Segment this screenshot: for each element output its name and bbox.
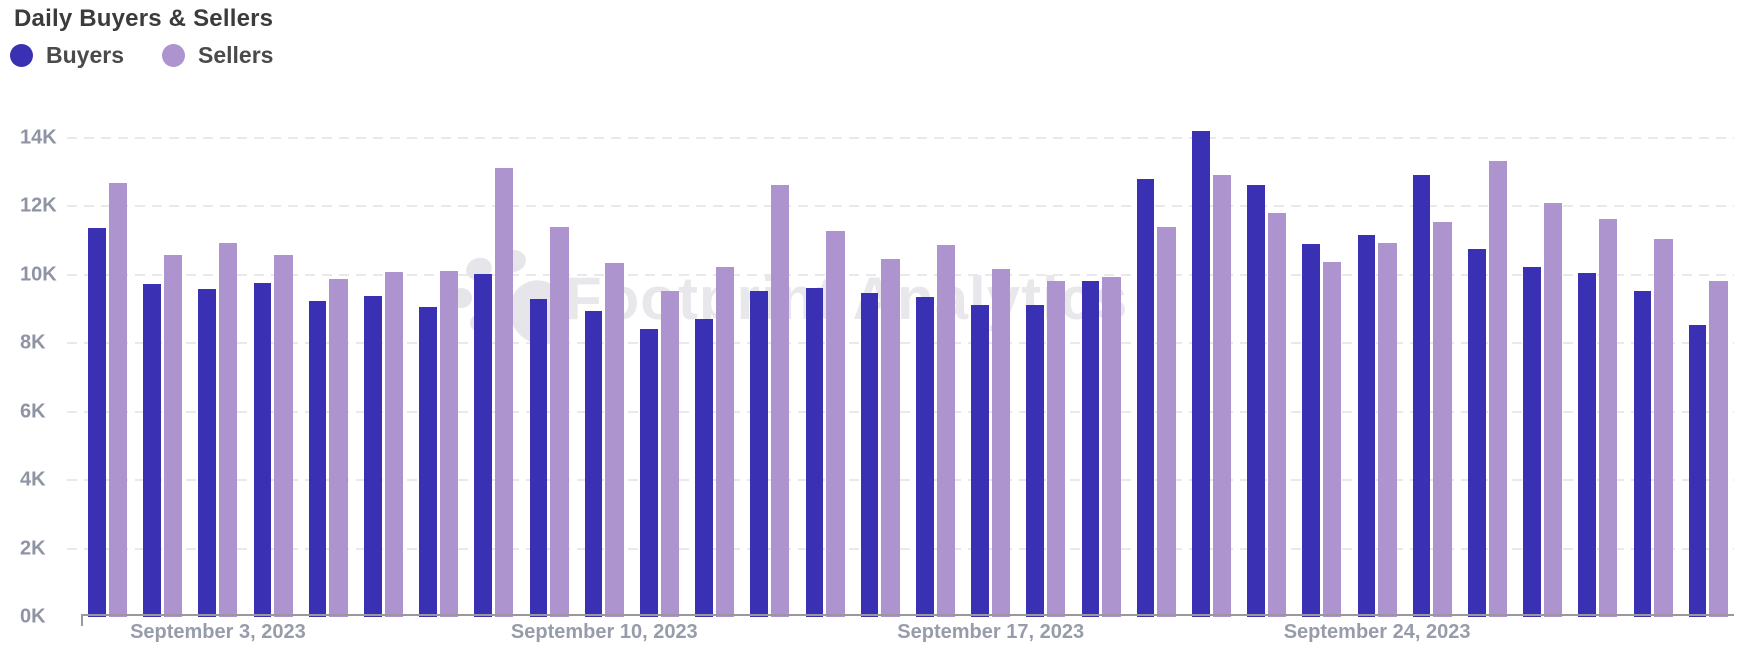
gridline-6K bbox=[67, 410, 1734, 413]
bar-buyers-2023-09-25[interactable] bbox=[1412, 174, 1431, 617]
bar-buyers-2023-09-18[interactable] bbox=[1026, 304, 1044, 617]
bar-sellers-2023-09-23[interactable] bbox=[1322, 261, 1342, 617]
sellers-series-dot-icon bbox=[161, 44, 185, 67]
bar-buyers-2023-09-17[interactable] bbox=[971, 304, 989, 617]
bar-buyers-2023-09-29[interactable] bbox=[1633, 290, 1652, 617]
legend-item-buyers[interactable]: Buyers bbox=[10, 42, 124, 69]
bar-sellers-2023-09-03[interactable] bbox=[218, 243, 238, 617]
bar-sellers-2023-09-06[interactable] bbox=[384, 272, 403, 617]
bar-buyers-2023-09-15[interactable] bbox=[860, 292, 879, 617]
buyers-series-dot-icon bbox=[10, 44, 33, 67]
bar-sellers-2023-09-12[interactable] bbox=[715, 266, 735, 617]
x-axis-label-september-10-2023: September 10, 2023 bbox=[510, 621, 698, 643]
bar-sellers-2023-09-14[interactable] bbox=[826, 231, 845, 617]
bar-sellers-2023-09-30[interactable] bbox=[1709, 281, 1728, 617]
bar-buyers-2023-09-05[interactable] bbox=[308, 300, 327, 617]
legend-label-sellers: Sellers bbox=[197, 42, 274, 68]
bar-sellers-2023-09-16[interactable] bbox=[936, 245, 955, 617]
bar-buyers-2023-09-06[interactable] bbox=[364, 296, 382, 617]
bar-buyers-2023-09-22[interactable] bbox=[1247, 184, 1265, 617]
bar-buyers-2023-09-11[interactable] bbox=[640, 328, 658, 617]
bar-buyers-2023-09-03[interactable] bbox=[198, 288, 216, 617]
bar-sellers-2023-09-08[interactable] bbox=[494, 168, 514, 617]
bar-buyers-2023-09-23[interactable] bbox=[1302, 244, 1320, 617]
gridline-14K bbox=[67, 136, 1734, 139]
bar-sellers-2023-09-18[interactable] bbox=[1046, 281, 1066, 617]
bar-buyers-2023-09-27[interactable] bbox=[1523, 266, 1541, 617]
gridline-8K bbox=[67, 342, 1734, 345]
y-axis-label-12K: 12K bbox=[20, 194, 57, 217]
bar-sellers-2023-09-10[interactable] bbox=[605, 262, 624, 617]
bar-sellers-2023-09-02[interactable] bbox=[163, 255, 183, 617]
bar-sellers-2023-09-09[interactable] bbox=[550, 226, 569, 617]
chart-legend: Buyers Sellers bbox=[10, 42, 273, 69]
gridline-12K bbox=[67, 205, 1734, 208]
bar-buyers-2023-09-14[interactable] bbox=[805, 287, 824, 617]
bar-sellers-2023-09-05[interactable] bbox=[329, 278, 348, 617]
x-axis-tick bbox=[81, 614, 83, 626]
bar-sellers-2023-09-07[interactable] bbox=[439, 271, 459, 617]
bar-buyers-2023-09-02[interactable] bbox=[143, 284, 161, 617]
bar-buyers-2023-09-30[interactable] bbox=[1688, 324, 1707, 617]
bar-sellers-2023-09-01[interactable] bbox=[108, 182, 127, 617]
bar-buyers-2023-09-28[interactable] bbox=[1578, 273, 1596, 617]
gridline-10K bbox=[67, 273, 1734, 276]
bar-buyers-2023-09-04[interactable] bbox=[253, 283, 272, 617]
bar-sellers-2023-09-13[interactable] bbox=[770, 184, 790, 617]
x-axis-line bbox=[82, 614, 1734, 616]
y-axis-label-10K: 10K bbox=[20, 263, 57, 286]
y-axis-label-0K: 0K bbox=[20, 605, 46, 628]
x-axis-label-september-24-2023: September 24, 2023 bbox=[1283, 621, 1471, 643]
bar-buyers-2023-09-07[interactable] bbox=[419, 307, 437, 617]
bar-buyers-2023-09-01[interactable] bbox=[88, 227, 106, 617]
bar-buyers-2023-09-24[interactable] bbox=[1357, 234, 1376, 617]
bar-sellers-2023-09-27[interactable] bbox=[1543, 202, 1563, 617]
legend-label-buyers: Buyers bbox=[46, 42, 124, 68]
bar-sellers-2023-09-17[interactable] bbox=[991, 269, 1011, 617]
bar-buyers-2023-09-21[interactable] bbox=[1192, 130, 1210, 617]
bar-sellers-2023-09-22[interactable] bbox=[1267, 212, 1287, 617]
bar-sellers-2023-09-19[interactable] bbox=[1102, 276, 1121, 617]
bar-sellers-2023-09-15[interactable] bbox=[881, 259, 900, 617]
bar-sellers-2023-09-11[interactable] bbox=[660, 290, 679, 617]
y-axis-label-14K: 14K bbox=[20, 126, 57, 149]
bar-sellers-2023-09-24[interactable] bbox=[1378, 243, 1397, 617]
bar-buyers-2023-09-10[interactable] bbox=[584, 311, 603, 617]
bar-sellers-2023-09-25[interactable] bbox=[1433, 221, 1452, 617]
bar-buyers-2023-09-26[interactable] bbox=[1468, 248, 1486, 617]
x-axis-label-september-17-2023: September 17, 2023 bbox=[897, 621, 1085, 643]
gridline-4K bbox=[67, 479, 1734, 482]
bar-buyers-2023-09-12[interactable] bbox=[695, 318, 713, 617]
bar-sellers-2023-09-26[interactable] bbox=[1488, 160, 1507, 617]
bar-sellers-2023-09-21[interactable] bbox=[1212, 174, 1231, 617]
bar-buyers-2023-09-08[interactable] bbox=[474, 273, 492, 617]
bar-sellers-2023-09-20[interactable] bbox=[1157, 226, 1176, 617]
bar-sellers-2023-09-28[interactable] bbox=[1598, 219, 1618, 617]
gridline-2K bbox=[67, 547, 1734, 550]
bar-buyers-2023-09-20[interactable] bbox=[1136, 179, 1155, 617]
y-axis-label-4K: 4K bbox=[20, 468, 46, 491]
y-axis-label-8K: 8K bbox=[20, 331, 46, 354]
bar-buyers-2023-09-19[interactable] bbox=[1081, 281, 1100, 617]
x-axis-label-september-3-2023: September 3, 2023 bbox=[130, 621, 306, 643]
bar-sellers-2023-09-29[interactable] bbox=[1654, 238, 1673, 617]
y-axis-label-6K: 6K bbox=[20, 400, 46, 423]
bar-buyers-2023-09-13[interactable] bbox=[750, 290, 768, 617]
legend-item-sellers[interactable]: Sellers bbox=[161, 42, 274, 69]
bar-sellers-2023-09-04[interactable] bbox=[274, 255, 293, 617]
bar-buyers-2023-09-16[interactable] bbox=[916, 297, 934, 617]
chart-title: Daily Buyers & Sellers bbox=[14, 5, 274, 32]
y-axis-label-2K: 2K bbox=[20, 537, 46, 560]
bar-buyers-2023-09-09[interactable] bbox=[529, 299, 548, 617]
